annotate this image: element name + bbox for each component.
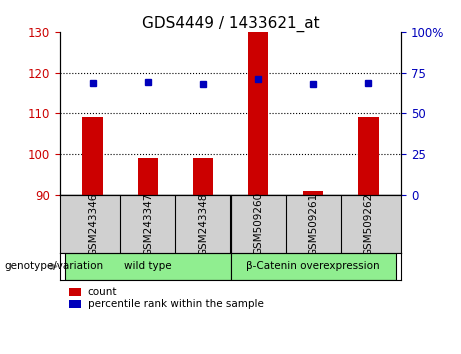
Text: percentile rank within the sample: percentile rank within the sample — [88, 299, 264, 309]
Text: wild type: wild type — [124, 261, 172, 272]
Text: GSM243347: GSM243347 — [143, 192, 153, 256]
Bar — [65, 253, 230, 280]
Bar — [137, 158, 159, 195]
Bar — [302, 190, 324, 195]
Bar — [248, 32, 268, 195]
Text: β-Catenin overexpression: β-Catenin overexpression — [246, 261, 380, 272]
Text: count: count — [88, 287, 117, 297]
Text: GSM509262: GSM509262 — [363, 192, 373, 256]
Text: GSM243348: GSM243348 — [198, 192, 208, 256]
Text: genotype/variation: genotype/variation — [5, 261, 104, 272]
Title: GDS4449 / 1433621_at: GDS4449 / 1433621_at — [142, 16, 319, 32]
Bar — [83, 117, 103, 195]
Bar — [193, 158, 213, 195]
Bar — [230, 253, 396, 280]
Bar — [358, 117, 378, 195]
Text: GSM243346: GSM243346 — [88, 192, 98, 256]
Text: GSM509260: GSM509260 — [253, 192, 263, 256]
Text: GSM509261: GSM509261 — [308, 192, 318, 256]
